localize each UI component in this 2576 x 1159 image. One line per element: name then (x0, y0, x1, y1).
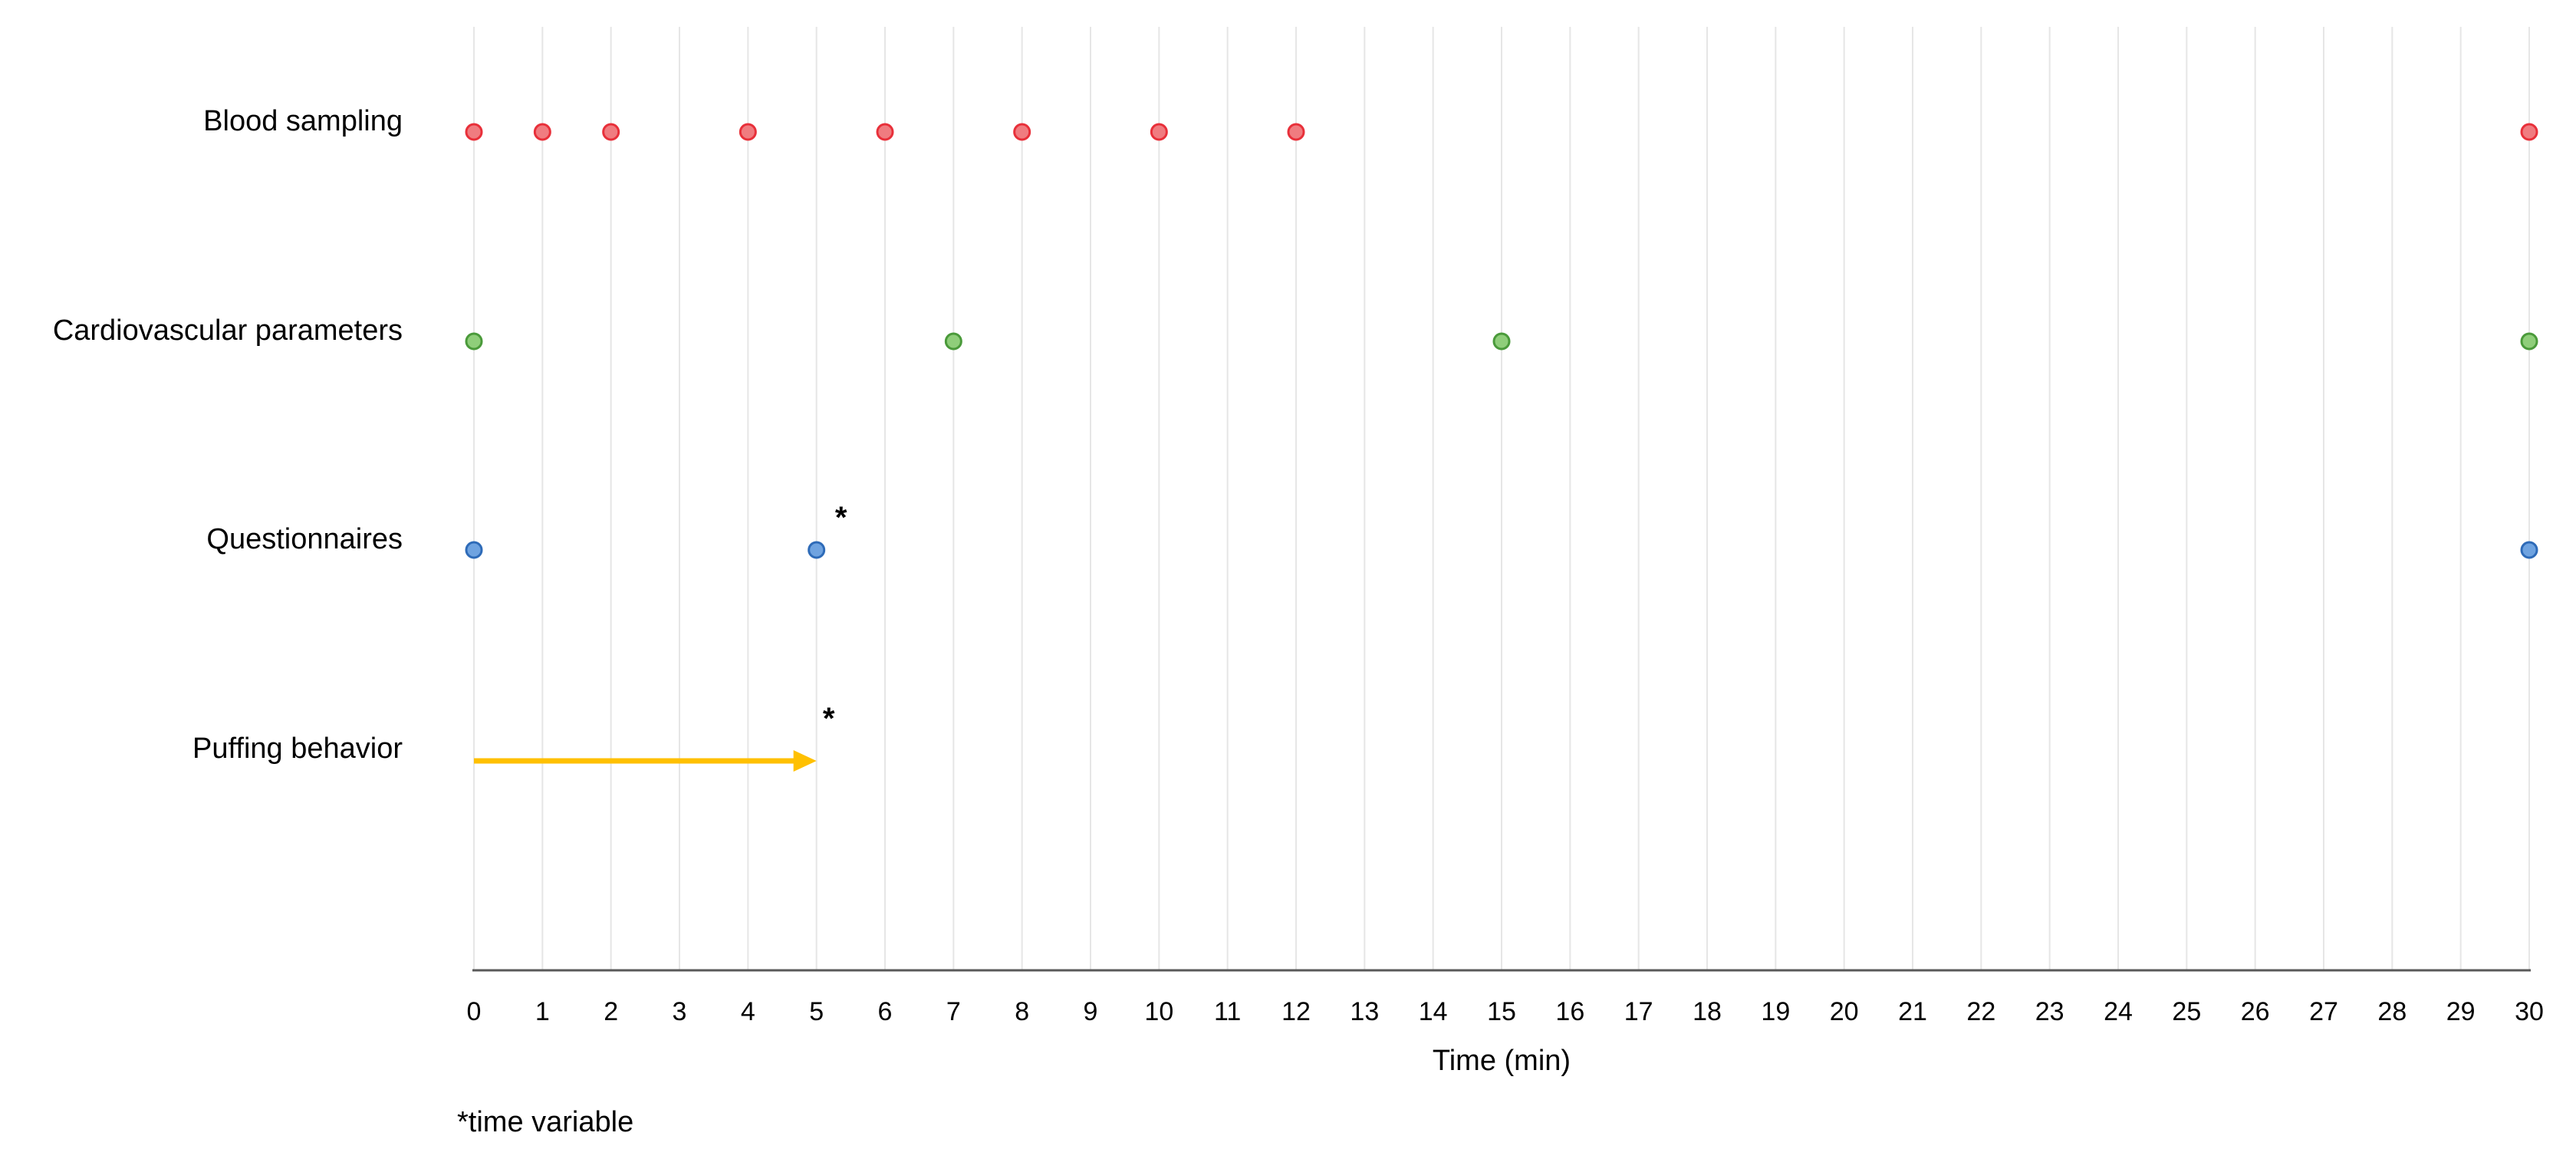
x-tick-label: 16 (1555, 997, 1584, 1026)
data-point (533, 123, 551, 141)
x-tick-label: 14 (1419, 997, 1448, 1026)
x-tick-label: 28 (2377, 997, 2407, 1026)
data-point (465, 332, 483, 351)
x-tick-label: 5 (809, 997, 824, 1026)
x-axis-title: Time (min) (1433, 1045, 1571, 1077)
x-tick-label: 4 (741, 997, 755, 1026)
x-tick-label: 15 (1487, 997, 1516, 1026)
x-tick-label: 7 (946, 997, 961, 1026)
data-point (2520, 123, 2538, 141)
x-tick-label: 12 (1281, 997, 1311, 1026)
data-marks (465, 123, 2538, 772)
x-tick-label: 18 (1693, 997, 1722, 1026)
data-point (602, 123, 620, 141)
x-tick-label: 11 (1214, 997, 1241, 1026)
data-point (944, 332, 962, 351)
x-tick-label: 8 (1015, 997, 1029, 1026)
data-point (1150, 123, 1168, 141)
row-label: Puffing behavior (192, 733, 403, 765)
x-tick-label: 30 (2515, 997, 2544, 1026)
x-tick-label: 26 (2241, 997, 2270, 1026)
data-point (465, 123, 483, 141)
data-point (1013, 123, 1031, 141)
x-tick-label: 9 (1084, 997, 1098, 1026)
row-label: Cardiovascular parameters (53, 314, 403, 347)
x-tick-label: 23 (2035, 997, 2064, 1026)
x-tick-label: 13 (1350, 997, 1379, 1026)
annotations: ** (823, 501, 847, 736)
data-point (1492, 332, 1511, 351)
data-point (876, 123, 894, 141)
x-tick-label: 27 (2309, 997, 2338, 1026)
asterisk-annotation: * (835, 501, 847, 535)
data-point (2520, 332, 2538, 351)
x-tick-label: 19 (1761, 997, 1790, 1026)
x-tick-label: 6 (878, 997, 893, 1026)
footnote: *time variable (457, 1106, 633, 1138)
x-axis: 0 1 2 3 4 5 6 7 8 9 10 11 12 13 14 15 16 17 18 19 20 21 22 23 24… (467, 969, 2544, 1026)
x-tick-label: 3 (673, 997, 687, 1026)
x-tick-label: 29 (2446, 997, 2476, 1026)
x-tick-label: 2 (604, 997, 618, 1026)
data-point (739, 123, 757, 141)
row-label: Blood sampling (203, 105, 403, 137)
arrow-head (793, 750, 817, 772)
row-labels: Blood sampling Cardiovascular parameters Q… (53, 105, 403, 765)
data-point (2520, 541, 2538, 559)
x-tick-label: 10 (1144, 997, 1173, 1026)
x-tick-label: 22 (1966, 997, 1995, 1026)
x-tick-label: 1 (535, 997, 550, 1026)
x-tick-label: 20 (1830, 997, 1859, 1026)
row-label: Questionnaires (206, 523, 403, 555)
asterisk-annotation: * (823, 702, 835, 736)
data-point (465, 541, 483, 559)
x-tick-label: 24 (2104, 997, 2133, 1026)
gridlines (473, 27, 2530, 970)
data-point (808, 541, 826, 559)
x-tick-label: 21 (1898, 997, 1927, 1026)
x-tick-label: 17 (1624, 997, 1653, 1026)
x-tick-label: 25 (2172, 997, 2201, 1026)
x-tick-label: 0 (467, 997, 482, 1026)
data-point (1287, 123, 1305, 141)
